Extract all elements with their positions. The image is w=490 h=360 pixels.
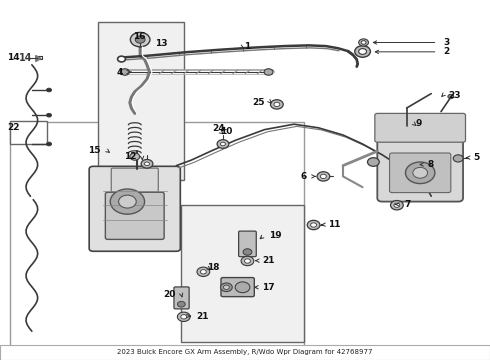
Text: 23: 23 [448, 91, 461, 100]
Text: 14: 14 [19, 53, 32, 63]
Bar [0, 345, 490, 360]
Circle shape [361, 41, 366, 44]
Circle shape [141, 159, 153, 168]
Text: 25: 25 [252, 98, 265, 107]
FancyBboxPatch shape [221, 278, 254, 297]
Circle shape [47, 142, 51, 146]
Circle shape [359, 49, 367, 54]
Circle shape [110, 189, 145, 214]
FancyBboxPatch shape [239, 231, 256, 257]
Circle shape [274, 102, 280, 107]
Circle shape [406, 162, 435, 184]
Text: 9: 9 [416, 119, 422, 128]
Circle shape [121, 69, 129, 75]
Text: 17: 17 [262, 283, 275, 292]
Circle shape [197, 267, 210, 276]
Circle shape [135, 36, 145, 43]
Text: 4: 4 [116, 68, 122, 77]
Circle shape [317, 172, 330, 181]
Circle shape [118, 56, 125, 62]
Circle shape [243, 249, 252, 255]
Text: 21: 21 [262, 256, 275, 265]
Text: 20: 20 [163, 289, 175, 299]
Bar [98, 22, 184, 180]
Circle shape [177, 301, 185, 307]
Circle shape [145, 162, 149, 166]
Text: 21: 21 [196, 312, 209, 321]
Text: 12: 12 [123, 152, 136, 161]
Text: 16: 16 [133, 32, 146, 41]
Text: 13: 13 [155, 40, 168, 49]
Text: 2023 Buick Encore GX Arm Assembly, R/Wdo Wpr Diagram for 42768977: 2023 Buick Encore GX Arm Assembly, R/Wdo… [117, 350, 373, 355]
Circle shape [320, 174, 326, 179]
Circle shape [245, 259, 250, 263]
Circle shape [394, 203, 400, 207]
Text: 11: 11 [328, 220, 341, 229]
FancyBboxPatch shape [89, 166, 180, 251]
Text: 22: 22 [7, 123, 20, 132]
Circle shape [448, 94, 454, 99]
Text: 24: 24 [212, 125, 225, 134]
FancyBboxPatch shape [174, 287, 189, 309]
Circle shape [359, 39, 368, 46]
Circle shape [391, 201, 403, 210]
FancyBboxPatch shape [111, 168, 158, 192]
Text: 15: 15 [88, 146, 100, 155]
Circle shape [413, 167, 427, 178]
Text: 7: 7 [404, 200, 411, 209]
Circle shape [119, 195, 136, 208]
Text: 18: 18 [207, 264, 220, 273]
Circle shape [235, 282, 250, 293]
Text: 3: 3 [443, 38, 450, 47]
Circle shape [270, 100, 283, 109]
Circle shape [311, 223, 317, 227]
Circle shape [200, 270, 206, 274]
Circle shape [217, 140, 229, 148]
Circle shape [368, 158, 379, 166]
Circle shape [307, 220, 320, 230]
Circle shape [47, 113, 51, 117]
Text: 14: 14 [7, 53, 20, 62]
Bar [10, 121, 47, 144]
Text: 10: 10 [220, 127, 232, 136]
Circle shape [47, 88, 51, 92]
Circle shape [220, 283, 232, 292]
Circle shape [181, 315, 187, 319]
FancyBboxPatch shape [377, 122, 463, 202]
Text: 2: 2 [443, 48, 450, 57]
Circle shape [264, 69, 273, 75]
Circle shape [220, 142, 225, 146]
Circle shape [355, 46, 370, 57]
Circle shape [130, 32, 150, 47]
Circle shape [453, 155, 463, 162]
FancyBboxPatch shape [375, 113, 466, 142]
Text: 19: 19 [270, 231, 282, 240]
Circle shape [177, 312, 190, 321]
Circle shape [241, 256, 254, 266]
FancyBboxPatch shape [105, 192, 164, 239]
Text: 8: 8 [427, 160, 434, 169]
Text: 5: 5 [473, 153, 479, 162]
Circle shape [223, 285, 229, 289]
FancyBboxPatch shape [390, 153, 451, 193]
Text: 6: 6 [300, 172, 307, 181]
Bar [10, 122, 304, 346]
Bar [181, 205, 304, 342]
Circle shape [130, 153, 140, 160]
Text: 1: 1 [244, 42, 250, 51]
